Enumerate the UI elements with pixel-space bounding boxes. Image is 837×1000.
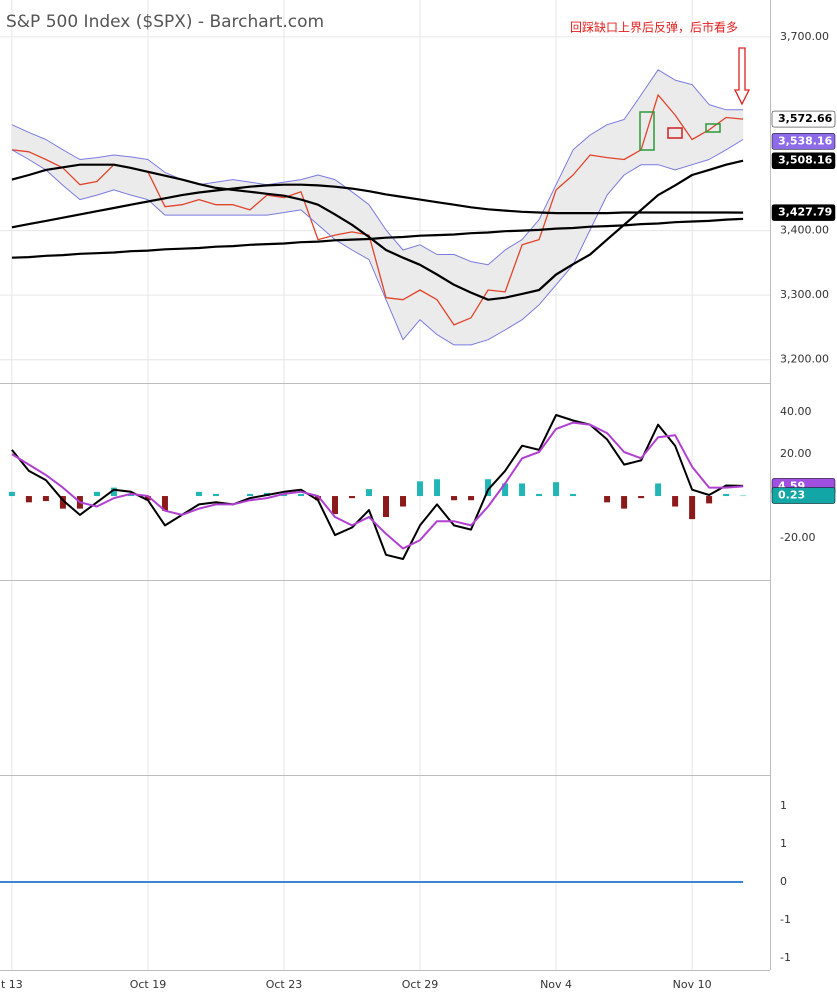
histogram-bar	[8, 491, 15, 497]
histogram-bar	[383, 496, 390, 518]
histogram-bar	[366, 489, 373, 497]
y-tick-label: 3,700.00	[780, 30, 829, 43]
histogram-bar	[604, 496, 611, 503]
x-tick-label: Oct 19	[130, 978, 167, 991]
histogram-bar	[689, 496, 696, 520]
histogram-bar	[110, 487, 117, 497]
histogram-bar	[195, 491, 202, 497]
histogram-bar	[280, 493, 287, 497]
series-line	[11, 159, 744, 301]
y-tick-label: 3,200.00	[780, 353, 829, 366]
histogram-bar	[706, 496, 713, 504]
annotation-box	[667, 127, 683, 139]
histogram-bar	[638, 496, 645, 499]
histogram-bar	[621, 496, 628, 509]
histogram-bar	[570, 493, 577, 497]
series-line	[11, 421, 744, 550]
histogram-bar	[502, 483, 509, 497]
y-tick-label: 20.00	[780, 447, 812, 460]
histogram-bar	[332, 496, 339, 515]
histogram-bar	[246, 493, 253, 497]
y-tick-label: 1	[780, 799, 787, 812]
histogram-bar	[723, 493, 730, 497]
histogram-bar	[349, 496, 356, 499]
x-tick-label: t 13	[1, 978, 23, 991]
y-tick-label: -1	[780, 913, 791, 926]
histogram-bar	[468, 496, 475, 501]
y-tick-label: -20.00	[780, 531, 815, 544]
series-line	[11, 414, 744, 560]
histogram-bar	[536, 493, 543, 497]
plot-layer: 3,700.00 3,400.00 3,300.00 3,200.00 3,572.66…	[0, 30, 836, 991]
last-value-box	[771, 204, 836, 221]
last-value-label: 0.23	[778, 489, 805, 502]
histogram-bar	[25, 496, 32, 503]
y-tick-label: 1	[780, 837, 787, 850]
last-value-box	[771, 133, 836, 150]
annotation-box	[705, 123, 721, 133]
series-line	[11, 69, 744, 266]
annotation: 回踩缺口上界后反弹，后市看多	[570, 20, 738, 35]
y-tick-label: 40.00	[780, 405, 812, 418]
histogram-bar	[93, 491, 100, 497]
last-value-box	[771, 110, 836, 128]
x-tick-label: Nov 10	[673, 978, 712, 991]
last-value-label: 3,508.16	[778, 154, 833, 167]
histogram-bar	[417, 481, 424, 497]
annotation-arrow	[733, 47, 751, 106]
histogram-bar	[59, 496, 66, 509]
histogram-bar	[553, 482, 560, 497]
histogram-bar	[314, 496, 321, 501]
histogram-bar	[297, 493, 304, 497]
histogram-bar	[434, 479, 441, 497]
histogram-bar	[161, 496, 168, 511]
y-tick-label: 3,400.00	[780, 224, 829, 237]
histogram-bar	[485, 479, 492, 497]
y-tick-label: 3,300.00	[780, 288, 829, 301]
series-line	[11, 183, 744, 229]
series-line	[11, 217, 744, 259]
annotation-box	[639, 111, 655, 151]
histogram-bar	[144, 496, 151, 501]
band-fill	[11, 69, 744, 345]
last-value-box	[771, 487, 836, 504]
last-value-label: 3,572.66	[778, 112, 833, 125]
y-tick-label: 0	[780, 875, 787, 888]
x-tick-label: Oct 29	[402, 978, 439, 991]
histogram-bar	[655, 483, 662, 497]
x-tick-label: Nov 4	[540, 978, 572, 991]
histogram-bar	[519, 483, 526, 497]
series-line	[11, 139, 744, 346]
histogram-bar	[42, 496, 49, 502]
chart-title: S&P 500 Index ($SPX) - Barchart.com	[6, 12, 324, 32]
histogram-bar	[212, 493, 219, 497]
histogram-bar	[672, 496, 679, 507]
histogram-bar	[127, 493, 134, 497]
histogram-bar	[451, 496, 458, 501]
last-value-label: 3,538.16	[778, 134, 833, 147]
x-tick-label: Oct 23	[266, 978, 303, 991]
last-value-box	[771, 152, 836, 169]
last-value-label: 3,427.79	[778, 206, 832, 219]
histogram-bar	[400, 496, 407, 507]
y-tick-label: -1	[780, 951, 791, 964]
